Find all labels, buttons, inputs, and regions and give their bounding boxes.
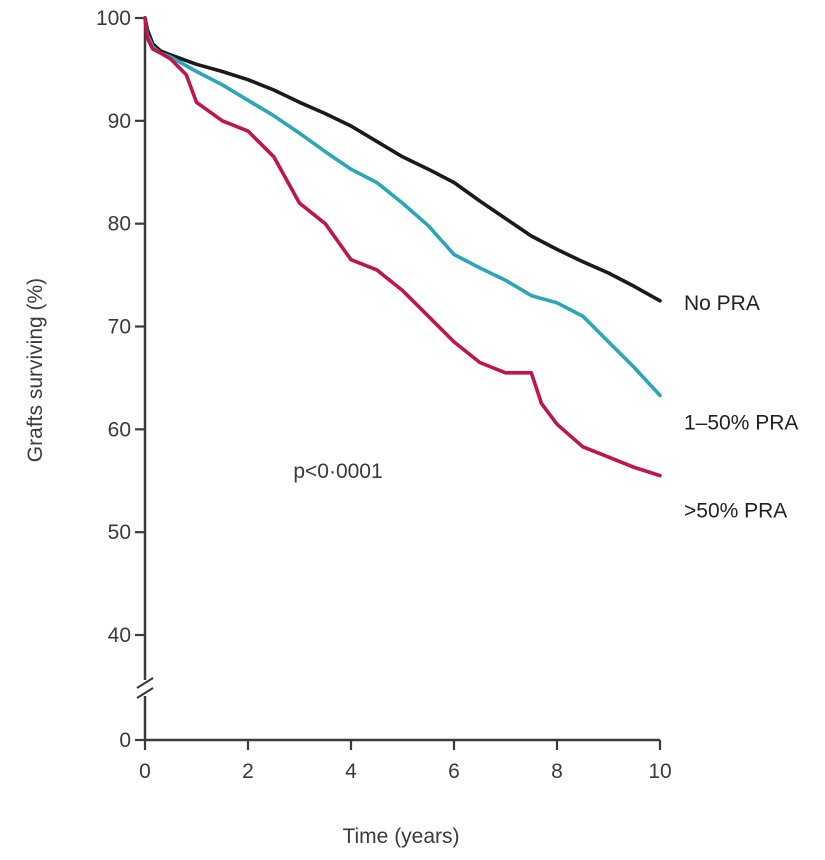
y-tick-label: 50 <box>108 521 131 544</box>
series-line-no-pra <box>143 16 662 303</box>
x-ticks: 0 2 4 6 8 10 <box>139 740 672 783</box>
series-label-no-pra: No PRA <box>684 292 760 315</box>
axis-break-mark <box>136 677 154 699</box>
x-tick-label: 0 <box>139 760 151 783</box>
x-tick-label: 4 <box>345 760 357 783</box>
series-line-1-50-pra <box>143 16 662 398</box>
series-layer <box>143 16 662 478</box>
x-axis-title: Time (years) <box>342 825 459 848</box>
y-tick-label: 40 <box>108 624 131 647</box>
p-value-annotation: p<0·0001 <box>293 460 382 483</box>
y-axis-title: Grafts surviving (%) <box>24 278 47 462</box>
x-tick-label: 8 <box>551 760 563 783</box>
y-tick-label: 80 <box>108 213 131 236</box>
x-tick-label: 2 <box>242 760 254 783</box>
y-tick-label: 60 <box>108 418 131 441</box>
y-tick-label: 100 <box>96 7 131 30</box>
axes: 0 40 50 60 70 80 90 100 0 2 4 6 8 10 <box>96 7 672 783</box>
y-ticks: 0 40 50 60 70 80 90 100 <box>96 7 145 752</box>
series-label-over-50-pra: >50% PRA <box>684 500 787 523</box>
x-tick-label: 10 <box>648 760 671 783</box>
y-tick-label: 90 <box>108 110 131 133</box>
series-line-over-50-pra <box>143 16 662 478</box>
y-tick-label: 0 <box>119 729 131 752</box>
x-tick-label: 6 <box>448 760 460 783</box>
series-label-1-50-pra: 1–50% PRA <box>684 411 798 434</box>
y-tick-label: 70 <box>108 316 131 339</box>
